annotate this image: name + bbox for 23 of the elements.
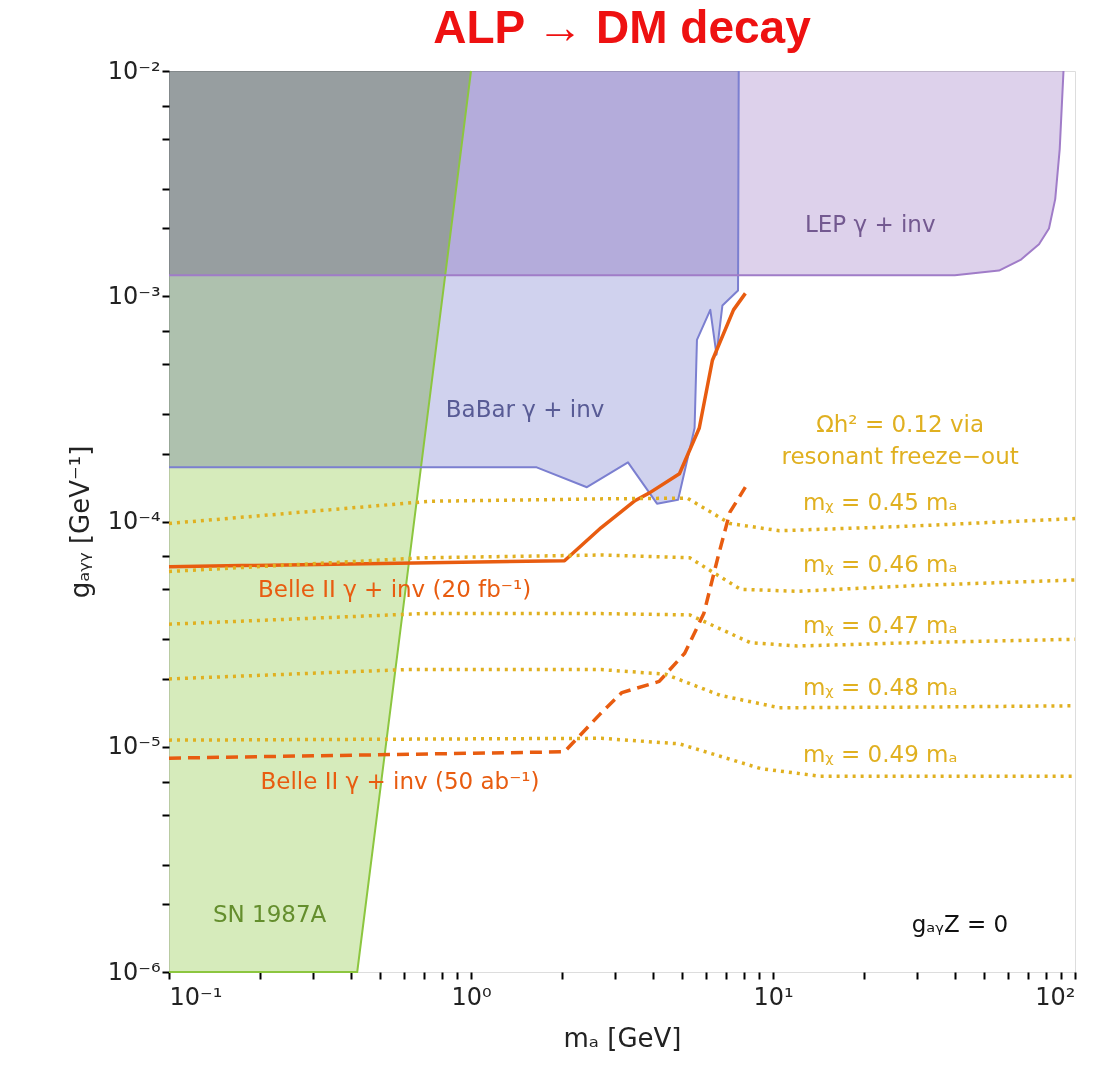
- annotation: SN 1987A: [212, 901, 327, 928]
- annotation: gₐᵧZ = 0: [911, 911, 1009, 938]
- x-axis-title: mₐ [GeV]: [563, 1022, 682, 1053]
- annotation: BaBar γ + inv: [445, 395, 605, 422]
- x-tick-label: 10²: [1035, 982, 1076, 1011]
- x-tick-label: 10¹: [753, 982, 794, 1011]
- annotation: mᵪ = 0.46 mₐ: [802, 550, 958, 577]
- y-tick-label: 10⁻⁶: [107, 957, 161, 986]
- y-tick-label: 10⁻²: [107, 56, 161, 85]
- x-tick-label: 10⁰: [451, 982, 492, 1011]
- annotation: LEP γ + inv: [804, 211, 936, 238]
- y-tick-label: 10⁻⁴: [107, 507, 161, 535]
- annotation: resonant freeze−out: [781, 442, 1019, 469]
- y-tick-label: 10⁻⁵: [107, 732, 161, 761]
- y-tick-label: 10⁻³: [107, 281, 161, 310]
- chart-title: ALP → DM decay: [433, 1, 812, 53]
- annotation: mᵪ = 0.48 mₐ: [802, 674, 958, 701]
- x-tick-label: 10⁻¹: [169, 982, 223, 1011]
- y-axis-title: gₐᵧᵧ [GeV⁻¹]: [64, 445, 95, 599]
- annotation: mᵪ = 0.49 mₐ: [802, 740, 958, 767]
- annotation: Ωh² = 0.12 via: [816, 411, 985, 438]
- annotation: mᵪ = 0.47 mₐ: [802, 612, 958, 639]
- annotation: mᵪ = 0.45 mₐ: [802, 488, 958, 515]
